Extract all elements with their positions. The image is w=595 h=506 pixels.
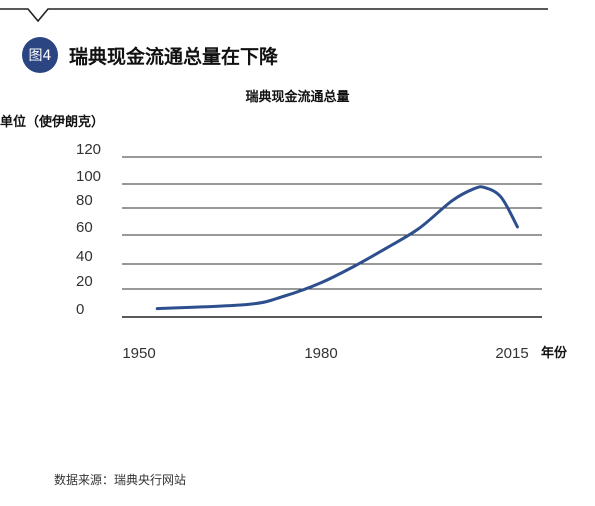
header-rule: [0, 8, 548, 23]
y-tick-label: 60: [76, 219, 93, 236]
x-tick-label: 2015: [495, 345, 528, 362]
chart-title: 瑞典现金流通总量: [245, 90, 350, 105]
y-tick-label: 0: [76, 301, 84, 318]
x-tick-label: 1980: [304, 345, 337, 362]
y-tick-label: 80: [76, 192, 93, 209]
y-tick-label: 20: [76, 273, 93, 290]
x-axis-label: 年份: [541, 345, 568, 361]
y-tick-label: 40: [76, 248, 93, 265]
x-tick-labels: 1950 1980 2015: [122, 345, 528, 362]
figure-title: 瑞典现金流通总量在下降: [69, 46, 279, 68]
y-tick-label: 100: [76, 168, 101, 185]
x-tick-label: 1950: [122, 345, 155, 362]
figure-number-label: 图4: [28, 48, 52, 64]
y-tick-label: 120: [76, 141, 101, 158]
data-source-note: 数据来源：瑞典央行网站: [54, 473, 187, 487]
y-axis-unit-label: 单位（使伊朗克）: [0, 115, 105, 130]
cash-in-circulation-line: [155, 185, 519, 311]
gridlines: [122, 156, 542, 318]
y-tick-labels: 0 20 40 60 80 100 120: [76, 141, 101, 318]
figure-number-badge: 图4: [22, 37, 58, 73]
